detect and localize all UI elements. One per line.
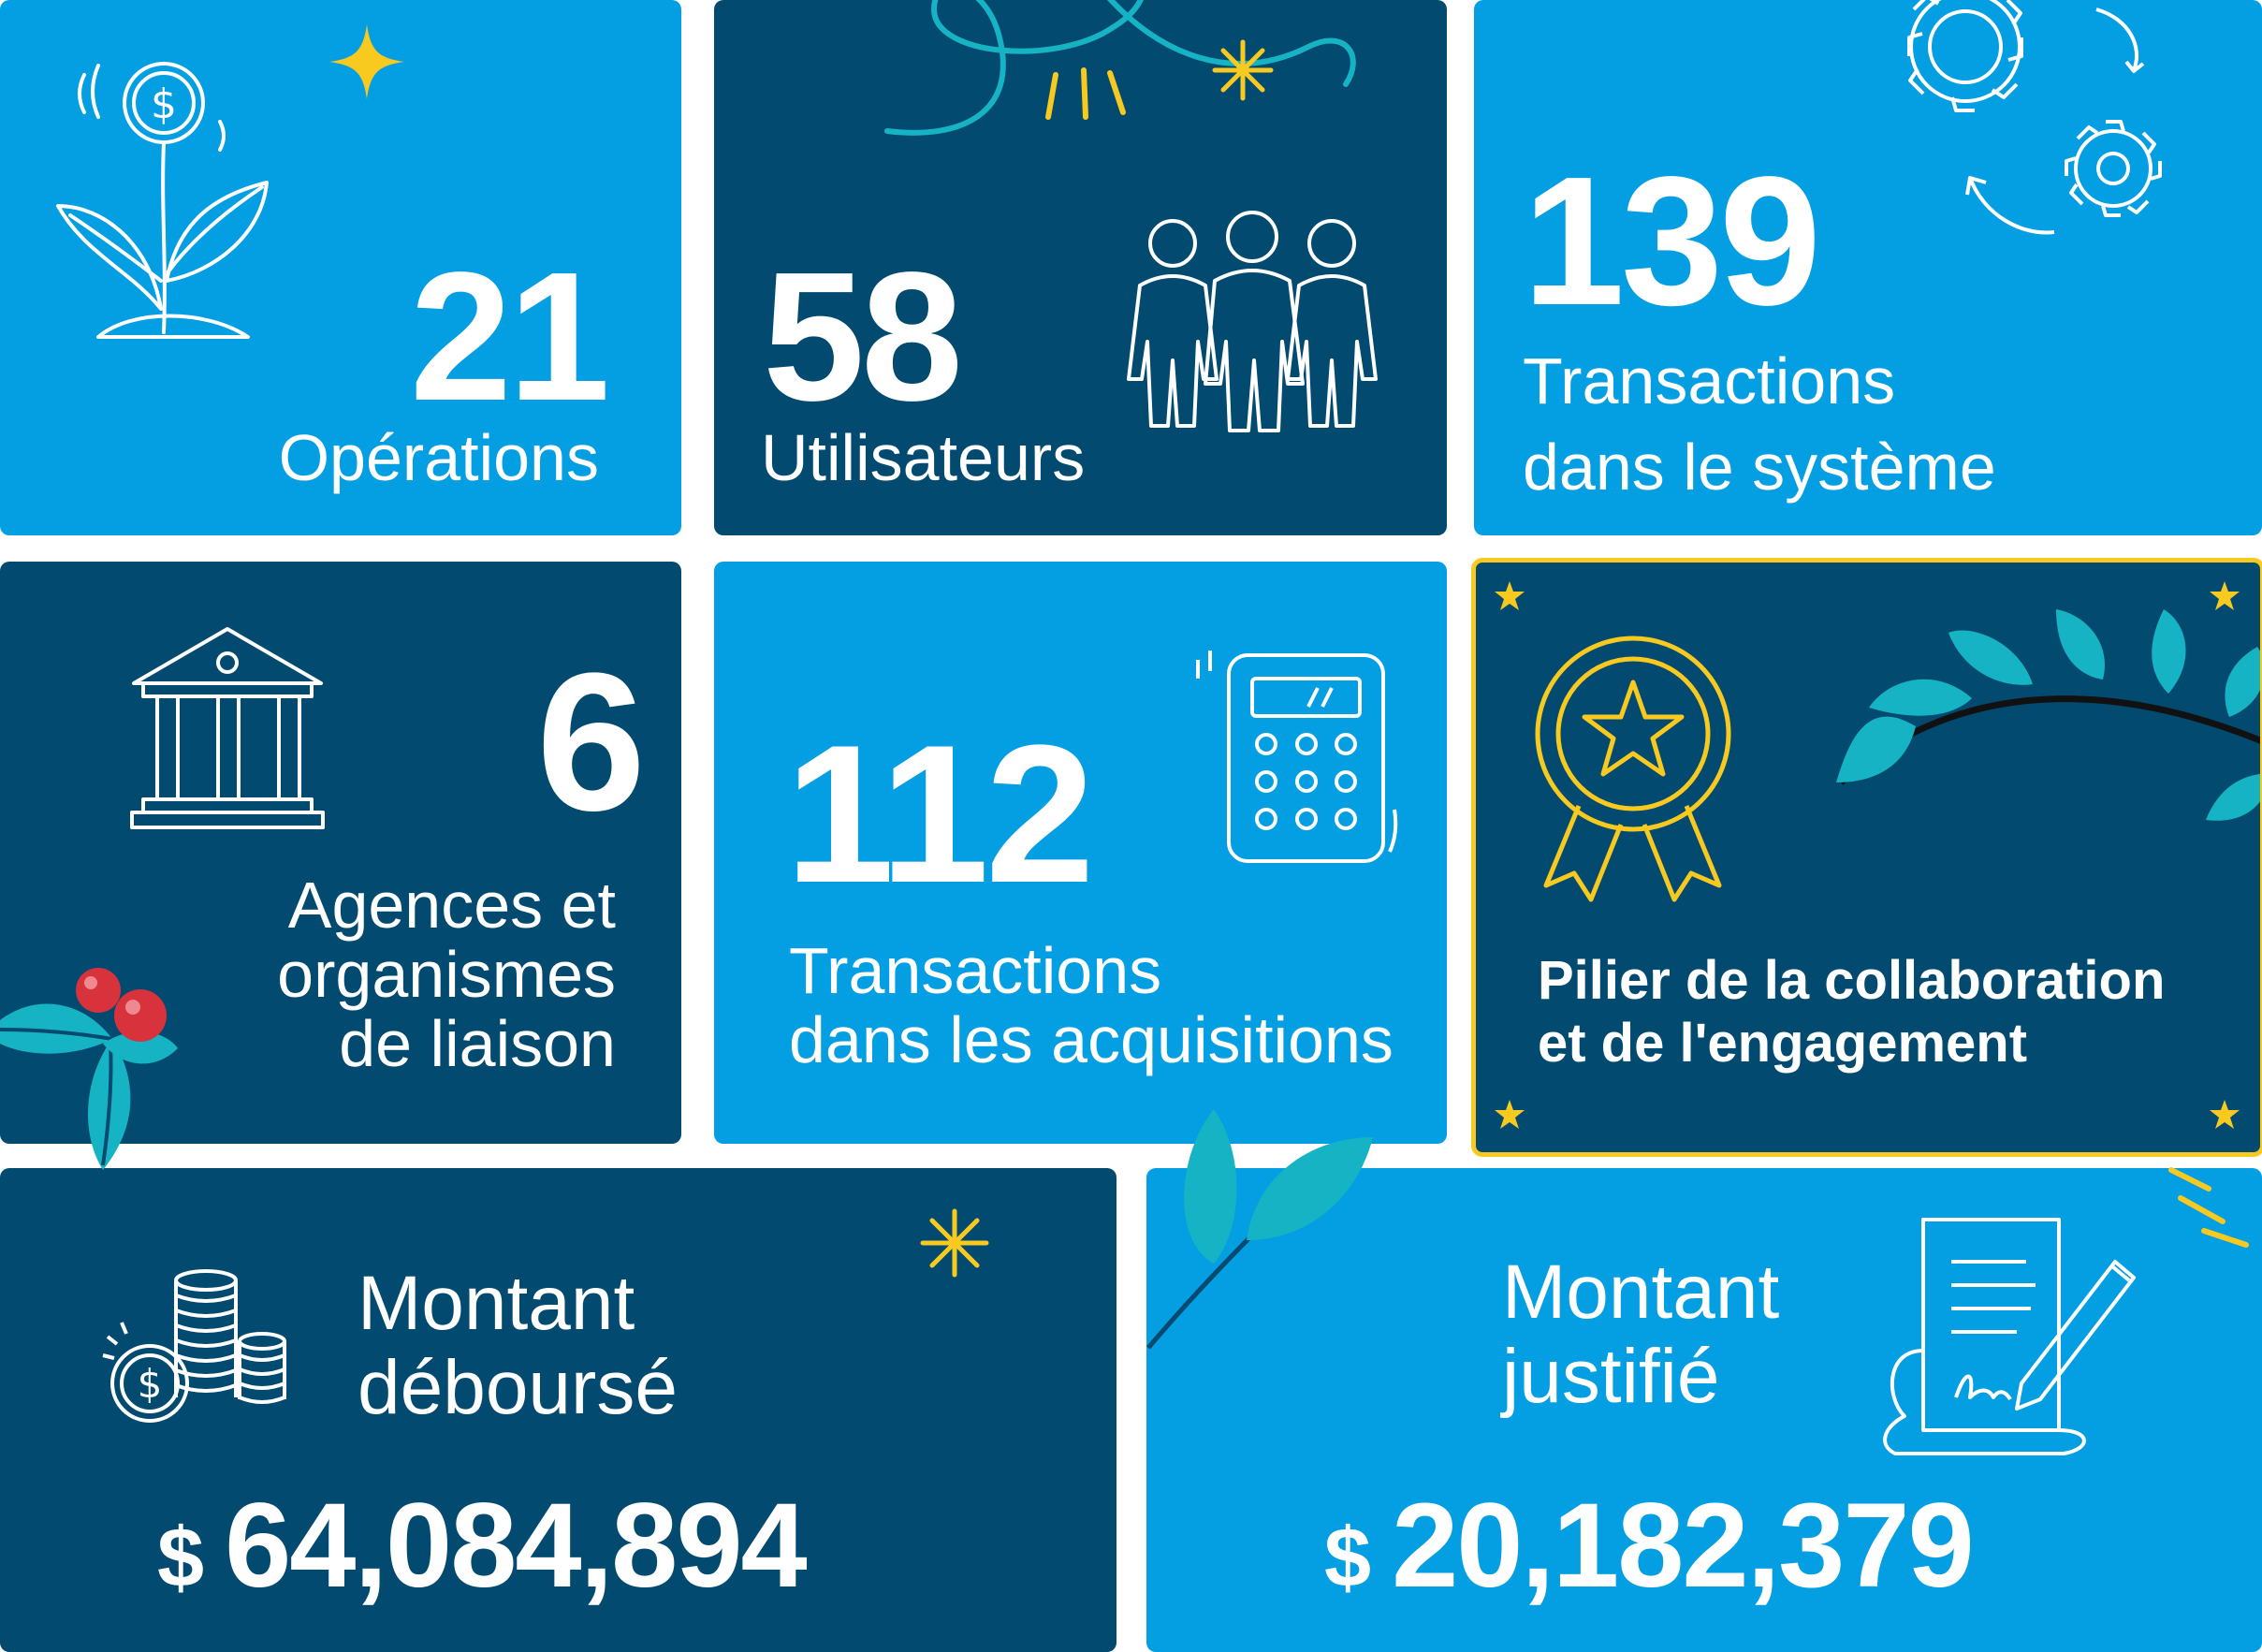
signed-document-icon	[1883, 1218, 2136, 1455]
holly-berries-icon	[0, 968, 178, 1170]
calculator-icon	[1196, 651, 1398, 863]
stat-label-line3: de liaison	[339, 1007, 616, 1080]
leaf-sprig-icon	[1146, 1109, 1373, 1350]
justified-title-line1: Montant	[1502, 1250, 1780, 1335]
swirl-decoration-icon	[884, 0, 1356, 136]
disbursed-amount-card: $ Montant déboursé $64,084,894	[0, 1168, 1116, 1652]
svg-text:$: $	[138, 1361, 163, 1407]
stat-value: 139	[1523, 139, 1821, 344]
award-title-line1: Pilier de la collaboration	[1538, 950, 2166, 1011]
justified-amount: $20,182,379	[1324, 1486, 1975, 1606]
award-title-line2: et de l'engagement	[1538, 1013, 2028, 1074]
justified-amount-card: Montant justifié $20,182,379	[1146, 1168, 2262, 1652]
stat-label-line1: Agences et	[287, 869, 616, 942]
stat-label-line2: dans le système	[1523, 431, 1996, 504]
stat-card-operations: $ 21 Opérations	[0, 0, 681, 535]
stat-label: Opérations	[278, 421, 599, 494]
stat-card-acquisition-transactions: 112 Transactions dans les acquisitions	[714, 562, 1447, 1144]
leaf-branch-icon	[1836, 609, 2260, 821]
svg-text:$: $	[151, 80, 177, 128]
currency-symbol: $	[157, 1512, 205, 1605]
star-icon	[2210, 581, 2240, 610]
star-icon	[1495, 581, 1525, 610]
people-icon	[1127, 211, 1378, 432]
stat-value: 6	[536, 632, 646, 852]
ray-accent-icon	[2168, 1167, 2249, 1248]
gears-icon	[1907, 0, 2162, 235]
award-card: Pilier de la collaboration et de l'engag…	[1471, 558, 2262, 1157]
star-icon	[2210, 1100, 2240, 1129]
stat-label-line1: Transactions	[789, 934, 1162, 1007]
star-icon	[1495, 1100, 1525, 1129]
asterisk-sparkle-icon	[1212, 39, 1274, 101]
coin-stacks-icon: $	[102, 1269, 286, 1423]
medal-ribbon-icon	[1535, 636, 1731, 902]
stat-value: 21	[409, 234, 610, 439]
amount-value: 20,182,379	[1392, 1479, 1975, 1613]
currency-symbol: $	[1324, 1512, 1372, 1605]
stat-label-line1: Transactions	[1523, 344, 1896, 417]
disbursed-title-line2: déboursé	[358, 1345, 678, 1430]
stat-label-line2: dans les acquisitions	[789, 1003, 1394, 1076]
stat-card-system-transactions: 139 Transactions dans le système	[1474, 0, 2262, 535]
bank-building-icon	[130, 627, 325, 829]
stat-value: 112	[785, 704, 1095, 924]
justified-title-line2: justifié	[1502, 1334, 1720, 1419]
stat-card-agencies: 6 Agences et organismes de liaison	[0, 562, 681, 1144]
stat-label-line2: organismes	[277, 938, 616, 1011]
disbursed-title-line1: Montant	[358, 1261, 635, 1346]
sparkle-icon	[329, 24, 404, 99]
stat-label: Utilisateurs	[761, 421, 1086, 494]
plant-coin-icon: $	[56, 62, 269, 339]
asterisk-sparkle-icon	[920, 1208, 989, 1278]
disbursed-amount: $64,084,894	[157, 1486, 808, 1606]
stat-card-users: 58 Utilisateurs	[714, 0, 1447, 535]
stat-value: 58	[763, 234, 963, 439]
amount-value: 64,084,894	[225, 1479, 808, 1613]
